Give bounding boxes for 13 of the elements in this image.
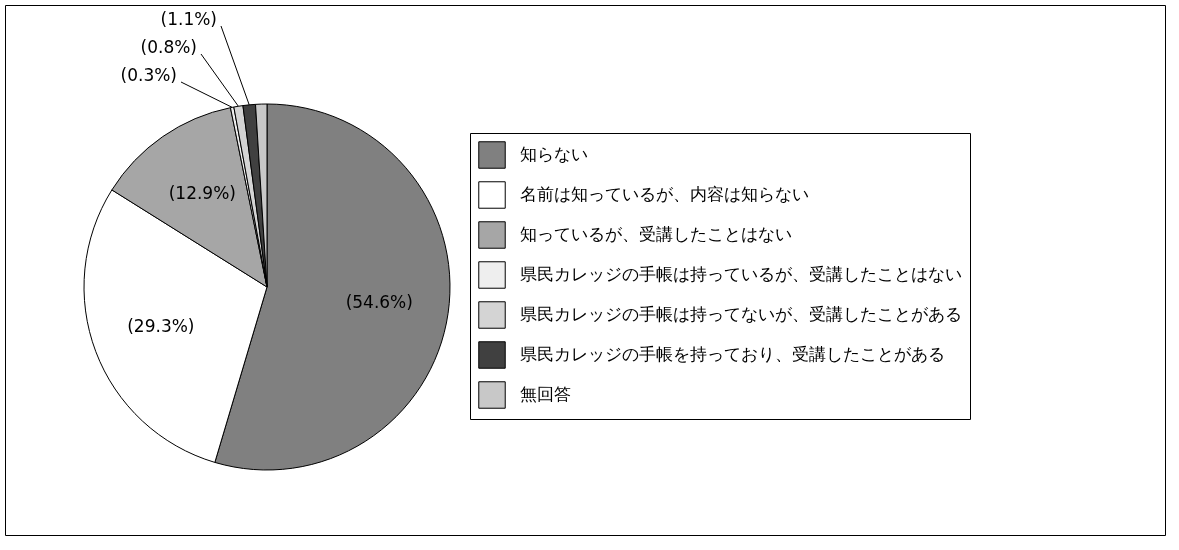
data-label: (0.3%) (120, 65, 177, 85)
legend-label: 名前は知っているが、内容は知らない (520, 184, 809, 204)
data-label: (12.9%) (168, 182, 236, 203)
data-label: (1.1%) (160, 9, 217, 29)
legend-label: 知らない (520, 144, 588, 164)
data-label: (29.3%) (127, 316, 195, 337)
legend-label: 県民カレッジの手帳を持っており、受講したことがある (520, 344, 945, 364)
legend-label: 県民カレッジの手帳は持ってないが、受講したことがある (520, 304, 962, 324)
legend-label: 知っているが、受講したことはない (520, 224, 792, 244)
legend-label: 県民カレッジの手帳は持っているが、受講したことはない (520, 264, 962, 284)
legend-label: 無回答 (520, 384, 571, 404)
data-label: (0.8%) (140, 37, 197, 57)
data-label: (54.6%) (345, 292, 413, 313)
